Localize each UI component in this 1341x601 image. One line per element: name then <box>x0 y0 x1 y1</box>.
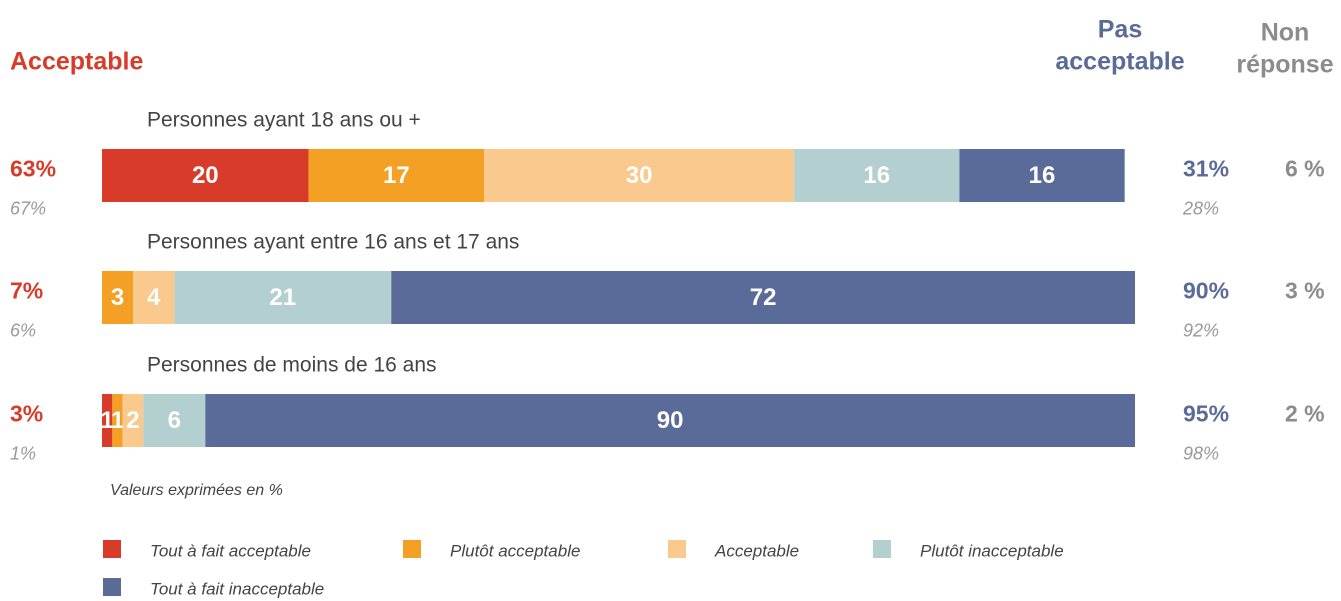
group-label: Personnes ayant entre 16 ans et 17 ans <box>147 231 519 254</box>
not-acceptable-total: 90% <box>1183 278 1229 304</box>
no-answer: 2 % <box>1285 401 1325 427</box>
acceptable-total: 63% <box>10 156 56 182</box>
note: Valeurs exprimées en % <box>110 482 283 499</box>
bar-segment <box>102 394 113 447</box>
not-acceptable-total: 95% <box>1183 401 1229 427</box>
segment-label: 2 <box>126 407 139 434</box>
legend-swatch <box>103 578 121 596</box>
segment-label: 17 <box>383 162 410 189</box>
segment-label: 20 <box>192 162 219 189</box>
acceptable-total: 3% <box>10 401 43 427</box>
bar-segment <box>794 149 960 202</box>
bar-segment <box>484 149 795 202</box>
segment-label: 1 <box>100 407 113 434</box>
bar-segment <box>102 149 309 202</box>
not-acceptable-previous: 92% <box>1183 320 1219 340</box>
header-no-answer: Non <box>1261 19 1310 47</box>
segment-label: 1 <box>111 407 124 434</box>
bar-segment <box>143 394 206 447</box>
legend-swatch <box>873 540 891 558</box>
not-acceptable-previous: 98% <box>1183 443 1219 463</box>
legend-swatch <box>103 540 121 558</box>
bar-segment <box>308 149 485 202</box>
header-not-acceptable: Pas <box>1098 16 1142 44</box>
header-no-answer: réponse <box>1236 51 1333 79</box>
segment-label: 72 <box>750 284 777 311</box>
not-acceptable-total: 31% <box>1183 156 1229 182</box>
acceptable-previous: 1% <box>10 443 36 463</box>
group-label: Personnes ayant 18 ans ou + <box>147 109 421 132</box>
segment-label: 3 <box>111 284 124 311</box>
bar-segment <box>391 271 1135 324</box>
header-acceptable: Acceptable <box>10 48 143 76</box>
acceptable-total: 7% <box>10 278 43 304</box>
legend-label: Tout à fait inacceptable <box>150 579 324 598</box>
segment-label: 4 <box>147 284 161 311</box>
acceptable-previous: 67% <box>10 198 46 218</box>
segment-label: 30 <box>626 162 653 189</box>
segment-label: 90 <box>657 407 684 434</box>
legend-swatch <box>403 540 421 558</box>
bar-segment <box>205 394 1136 447</box>
segment-label: 6 <box>168 407 181 434</box>
bar-segment <box>112 394 123 447</box>
legend-swatch <box>668 540 686 558</box>
bar-segment <box>174 271 392 324</box>
bar-segment <box>132 271 175 324</box>
legend-label: Plutôt acceptable <box>450 541 580 560</box>
group-label: Personnes de moins de 16 ans <box>147 354 437 377</box>
bar-segment <box>102 271 133 324</box>
legend-label: Acceptable <box>714 541 799 560</box>
segment-label: 16 <box>1029 162 1056 189</box>
legend-label: Plutôt inacceptable <box>920 541 1064 560</box>
bar-segment <box>959 149 1125 202</box>
bar-segment <box>122 394 144 447</box>
not-acceptable-previous: 28% <box>1182 198 1219 218</box>
no-answer: 3 % <box>1285 278 1325 304</box>
segment-label: 21 <box>269 284 296 311</box>
segment-label: 16 <box>863 162 890 189</box>
header-not-acceptable: acceptable <box>1055 48 1184 76</box>
no-answer: 6 % <box>1285 156 1325 182</box>
acceptable-previous: 6% <box>10 320 36 340</box>
legend-label: Tout à fait acceptable <box>150 541 311 560</box>
